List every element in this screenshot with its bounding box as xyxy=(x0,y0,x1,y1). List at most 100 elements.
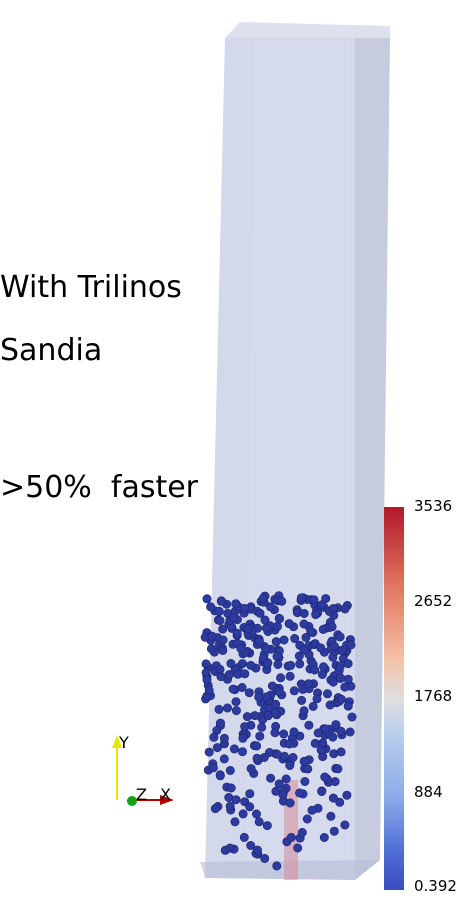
particle xyxy=(263,658,273,668)
particle xyxy=(301,632,311,642)
particle xyxy=(328,604,338,614)
particle xyxy=(215,616,225,626)
particle xyxy=(202,675,212,685)
particle xyxy=(225,801,235,811)
particle xyxy=(271,637,281,647)
caption-speedup: >50% faster xyxy=(0,470,199,505)
particle xyxy=(317,786,327,796)
particle xyxy=(258,593,268,603)
particle-cloud xyxy=(200,591,357,871)
y-axis-arrow xyxy=(112,735,122,748)
particle xyxy=(239,603,249,613)
particle xyxy=(336,694,346,704)
particle xyxy=(293,843,303,853)
particle xyxy=(226,658,236,668)
particle xyxy=(295,788,305,798)
particle xyxy=(279,751,289,761)
particle xyxy=(336,747,346,757)
particle xyxy=(208,763,218,773)
particle xyxy=(336,673,346,683)
particle xyxy=(289,727,299,737)
particle xyxy=(288,752,298,762)
particle xyxy=(252,845,262,855)
particle xyxy=(230,817,240,827)
particle xyxy=(329,749,339,759)
particle xyxy=(285,760,295,770)
particle xyxy=(214,606,224,616)
particle xyxy=(231,706,241,716)
particle xyxy=(204,747,214,757)
particle xyxy=(294,651,304,661)
particle xyxy=(302,814,312,824)
particle xyxy=(310,665,320,675)
y-axis-label: Y xyxy=(118,733,129,752)
particle xyxy=(255,731,265,741)
particle xyxy=(252,753,262,763)
particle xyxy=(320,772,330,782)
particle xyxy=(331,720,341,730)
particle xyxy=(326,811,336,821)
particle xyxy=(209,732,219,742)
particle xyxy=(232,628,242,638)
particle xyxy=(296,593,306,603)
particle xyxy=(270,728,280,738)
particle xyxy=(252,741,262,751)
particle xyxy=(206,602,216,612)
particle xyxy=(238,809,248,819)
particle xyxy=(240,722,250,732)
z-axis-dot xyxy=(127,796,137,806)
particle xyxy=(343,659,353,669)
particle xyxy=(255,608,265,618)
scale-label-4: 884 xyxy=(414,783,443,801)
particle xyxy=(216,672,226,682)
particle xyxy=(318,662,328,672)
particle xyxy=(347,712,357,722)
particle xyxy=(316,600,326,610)
particle xyxy=(225,765,235,775)
particle xyxy=(300,776,310,786)
particle xyxy=(319,832,329,842)
particle xyxy=(272,861,282,871)
particle xyxy=(327,622,337,632)
particle xyxy=(297,695,307,705)
scale-label-mid: 1768 xyxy=(414,687,453,705)
particle xyxy=(246,840,256,850)
particle xyxy=(286,832,296,842)
particle xyxy=(306,626,316,636)
particle xyxy=(272,651,282,661)
particle xyxy=(312,694,322,704)
particle xyxy=(311,610,321,620)
particle xyxy=(219,733,229,743)
particle xyxy=(299,706,309,716)
particle xyxy=(290,633,300,643)
particle xyxy=(328,732,338,742)
particle xyxy=(329,641,339,651)
particle xyxy=(206,644,216,654)
particle xyxy=(216,596,226,606)
particle xyxy=(304,720,314,730)
particle xyxy=(337,645,347,655)
particle xyxy=(343,674,353,684)
particle xyxy=(299,608,309,618)
particle xyxy=(242,712,252,722)
particle xyxy=(220,845,230,855)
particle xyxy=(321,594,331,604)
particle xyxy=(295,659,305,669)
caption-sandia: Sandia xyxy=(0,333,103,368)
particle xyxy=(284,619,294,629)
particle xyxy=(257,722,267,732)
particle xyxy=(299,645,309,655)
particle xyxy=(333,764,343,774)
particle xyxy=(214,704,224,714)
particle xyxy=(317,669,327,679)
particle xyxy=(238,659,248,669)
particle xyxy=(245,802,255,812)
scale-label-max: 3536 xyxy=(414,497,453,515)
particle xyxy=(202,594,212,604)
particle xyxy=(308,701,318,711)
particle xyxy=(275,614,285,624)
particle xyxy=(228,684,238,694)
caption-trilinos: With Trilinos xyxy=(0,270,182,305)
